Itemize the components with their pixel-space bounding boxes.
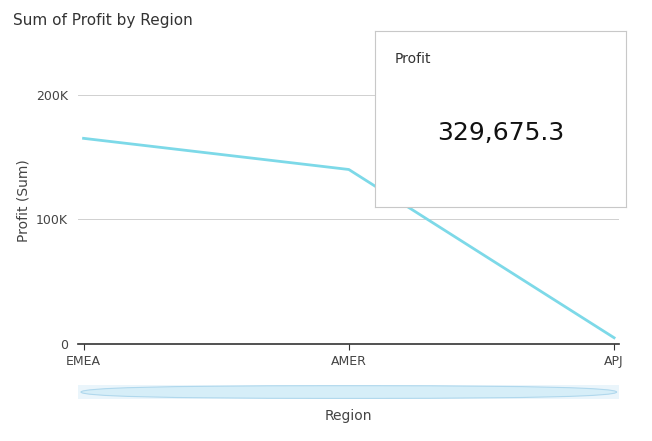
Text: Region: Region <box>325 409 372 423</box>
Text: Sum of Profit by Region: Sum of Profit by Region <box>13 13 193 28</box>
Y-axis label: Profit (Sum): Profit (Sum) <box>16 159 30 242</box>
FancyBboxPatch shape <box>81 386 617 398</box>
Text: Profit: Profit <box>395 52 432 66</box>
Text: 329,675.3: 329,675.3 <box>437 121 564 145</box>
